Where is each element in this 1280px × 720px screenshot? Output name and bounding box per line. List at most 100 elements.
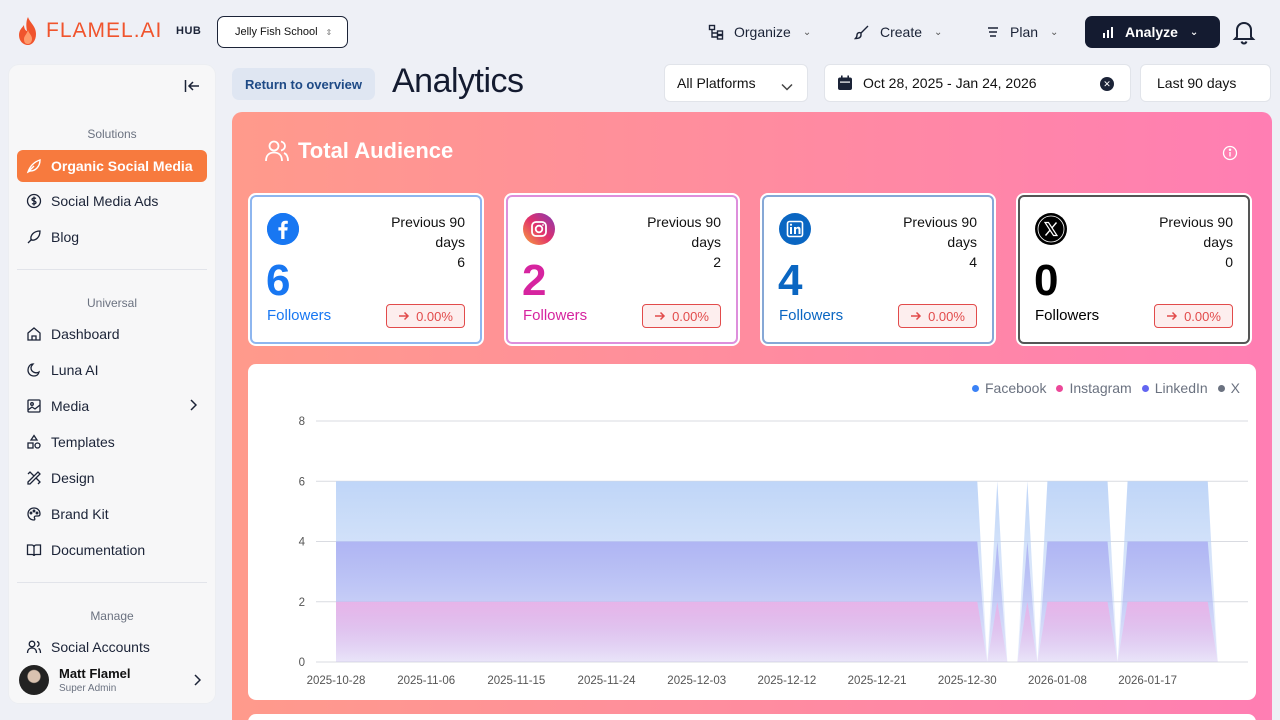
- change-badge: 0.00%: [642, 304, 721, 328]
- arrow-right-icon: [1167, 311, 1178, 321]
- change-badge: 0.00%: [898, 304, 977, 328]
- sidebar-item-documentation[interactable]: Documentation: [17, 534, 207, 566]
- user-profile[interactable]: Matt Flamel Super Admin: [9, 657, 215, 703]
- hub-label: HUB: [176, 25, 202, 37]
- legend-item-x[interactable]: X: [1217, 380, 1240, 396]
- sidebar-item-dashboard[interactable]: Dashboard: [17, 318, 207, 350]
- followers-count: 4: [778, 256, 803, 305]
- previous-period-label: Previous 90 days: [1159, 214, 1233, 250]
- sidebar-item-social-media-ads[interactable]: Social Media Ads: [17, 185, 207, 217]
- x-followers-card: Previous 90 days 0 0 Followers 0.00%: [1016, 193, 1252, 346]
- arrow-right-icon: [399, 311, 410, 321]
- arrow-right-icon: [911, 311, 922, 321]
- sidebar-item-label: Design: [51, 470, 95, 486]
- linkedin-followers-card: Previous 90 days 4 4 Followers 0.00%: [760, 193, 996, 346]
- sidebar-item-luna-ai[interactable]: Luna AI: [17, 354, 207, 386]
- legend-item-linkedin[interactable]: LinkedIn: [1141, 380, 1208, 396]
- sidebar-item-social-accounts[interactable]: Social Accounts: [17, 631, 207, 663]
- audience-area-chart: 0 2 4 6 8 2025-10-28 2025-11-06 2025-11-15 2025-…: [299, 416, 1248, 687]
- legend-dot: [971, 384, 979, 392]
- facebook-followers-card: Previous 90 days 6 6 Followers 0.00%: [248, 193, 484, 346]
- palette-icon: [27, 507, 41, 521]
- home-icon: [27, 327, 41, 341]
- previous-period: Previous 90 days 6: [365, 212, 465, 272]
- previous-period: Previous 90 days 2: [621, 212, 721, 272]
- arrow-right-icon: [655, 311, 666, 321]
- y-tick-label: 6: [299, 476, 305, 488]
- design-icon: [27, 471, 41, 485]
- collapse-sidebar-button[interactable]: [184, 79, 200, 98]
- quill-icon: [27, 230, 41, 244]
- legend-label: Facebook: [984, 380, 1047, 396]
- return-to-overview-button[interactable]: Return to overview: [232, 68, 375, 100]
- x-tick-label: 2025-10-28: [307, 675, 366, 687]
- date-range-value: Oct 28, 2025 - Jan 24, 2026: [863, 75, 1037, 91]
- page-title: Analytics: [392, 62, 524, 100]
- instagram-icon: [523, 213, 555, 245]
- nav-create[interactable]: Create ⌄: [854, 16, 942, 48]
- sidebar: Solutions Organic Social Media Social Me…: [9, 65, 215, 703]
- change-badge: 0.00%: [1154, 304, 1233, 328]
- legend-item-facebook[interactable]: Facebook: [971, 380, 1047, 396]
- sidebar-item-media[interactable]: Media: [17, 390, 207, 422]
- users-icon: [265, 140, 289, 162]
- sidebar-item-organic-social-media[interactable]: Organic Social Media: [17, 150, 207, 182]
- leaf-icon: [26, 159, 41, 174]
- platform-filter-select[interactable]: All Platforms: [664, 64, 808, 102]
- collapse-left-icon: [184, 80, 199, 92]
- info-icon[interactable]: [1222, 145, 1238, 166]
- sidebar-item-label: Social Media Ads: [51, 193, 159, 209]
- sidebar-item-label: Social Accounts: [51, 639, 150, 655]
- notifications-button[interactable]: [1232, 19, 1256, 50]
- previous-period-value: 0: [1225, 254, 1233, 270]
- previous-period-value: 4: [969, 254, 977, 270]
- period-select[interactable]: Last 90 days: [1140, 64, 1271, 102]
- previous-period-label: Previous 90 days: [647, 214, 721, 250]
- date-range-picker[interactable]: Oct 28, 2025 - Jan 24, 2026 ✕: [824, 64, 1131, 102]
- nav-organize-label: Organize: [734, 24, 791, 40]
- sidebar-item-brand-kit[interactable]: Brand Kit: [17, 498, 207, 530]
- x-tick-label: 2025-12-21: [848, 675, 907, 687]
- user-role: Super Admin: [59, 683, 117, 694]
- sidebar-item-blog[interactable]: Blog: [17, 221, 207, 253]
- legend-item-instagram[interactable]: Instagram: [1056, 380, 1132, 396]
- followers-label: Followers: [779, 307, 844, 324]
- legend-label: Instagram: [1069, 380, 1132, 396]
- clear-date-icon[interactable]: ✕: [1100, 77, 1114, 91]
- platform-filter-value: All Platforms: [677, 75, 756, 91]
- sidebar-item-design[interactable]: Design: [17, 462, 207, 494]
- followers-count: 0: [1034, 256, 1059, 305]
- y-tick-label: 0: [299, 657, 305, 669]
- nav-organize[interactable]: Organize ⌄: [708, 16, 811, 48]
- chevron-down-icon: ⌄: [1189, 26, 1199, 38]
- followers-label: Followers: [1035, 307, 1100, 324]
- chevron-down-icon: ⌄: [1050, 26, 1059, 38]
- sidebar-item-label: Media: [51, 398, 90, 414]
- change-value: 0.00%: [928, 308, 965, 324]
- workspace-selector[interactable]: Jelly Fish School ⇕: [217, 16, 348, 48]
- nav-plan[interactable]: Plan ⌄: [986, 16, 1058, 48]
- sidebar-item-label: Templates: [51, 434, 115, 450]
- shapes-icon: [27, 434, 41, 449]
- legend-label: X: [1230, 380, 1240, 396]
- users-icon: [26, 640, 42, 654]
- nav-analyze[interactable]: Analyze ⌄: [1085, 16, 1221, 48]
- previous-period-value: 6: [457, 254, 465, 270]
- nav-create-label: Create: [880, 24, 923, 40]
- audience-chart-card: Facebook Instagram LinkedIn X 0 2 4 6 8 2025-10-…: [248, 364, 1256, 700]
- user-name: Matt Flamel: [59, 666, 131, 681]
- app-logo[interactable]: FLAMEL.AI: [16, 16, 162, 46]
- followers-label: Followers: [523, 307, 588, 324]
- previous-period: Previous 90 days 4: [877, 212, 977, 272]
- organize-icon: [708, 24, 724, 40]
- chart-legend: Facebook Instagram LinkedIn X: [971, 380, 1240, 396]
- change-value: 0.00%: [416, 308, 453, 324]
- y-tick-label: 2: [299, 597, 305, 609]
- chevron-down-icon: ⌄: [802, 26, 812, 38]
- workspace-name: Jelly Fish School: [235, 26, 318, 38]
- x-tick-label: 2026-01-17: [1118, 675, 1177, 687]
- legend-dot: [1217, 384, 1225, 392]
- updown-chevron-icon: ⇕: [325, 27, 333, 37]
- flame-icon: [19, 17, 36, 45]
- sidebar-item-templates[interactable]: Templates: [17, 426, 207, 458]
